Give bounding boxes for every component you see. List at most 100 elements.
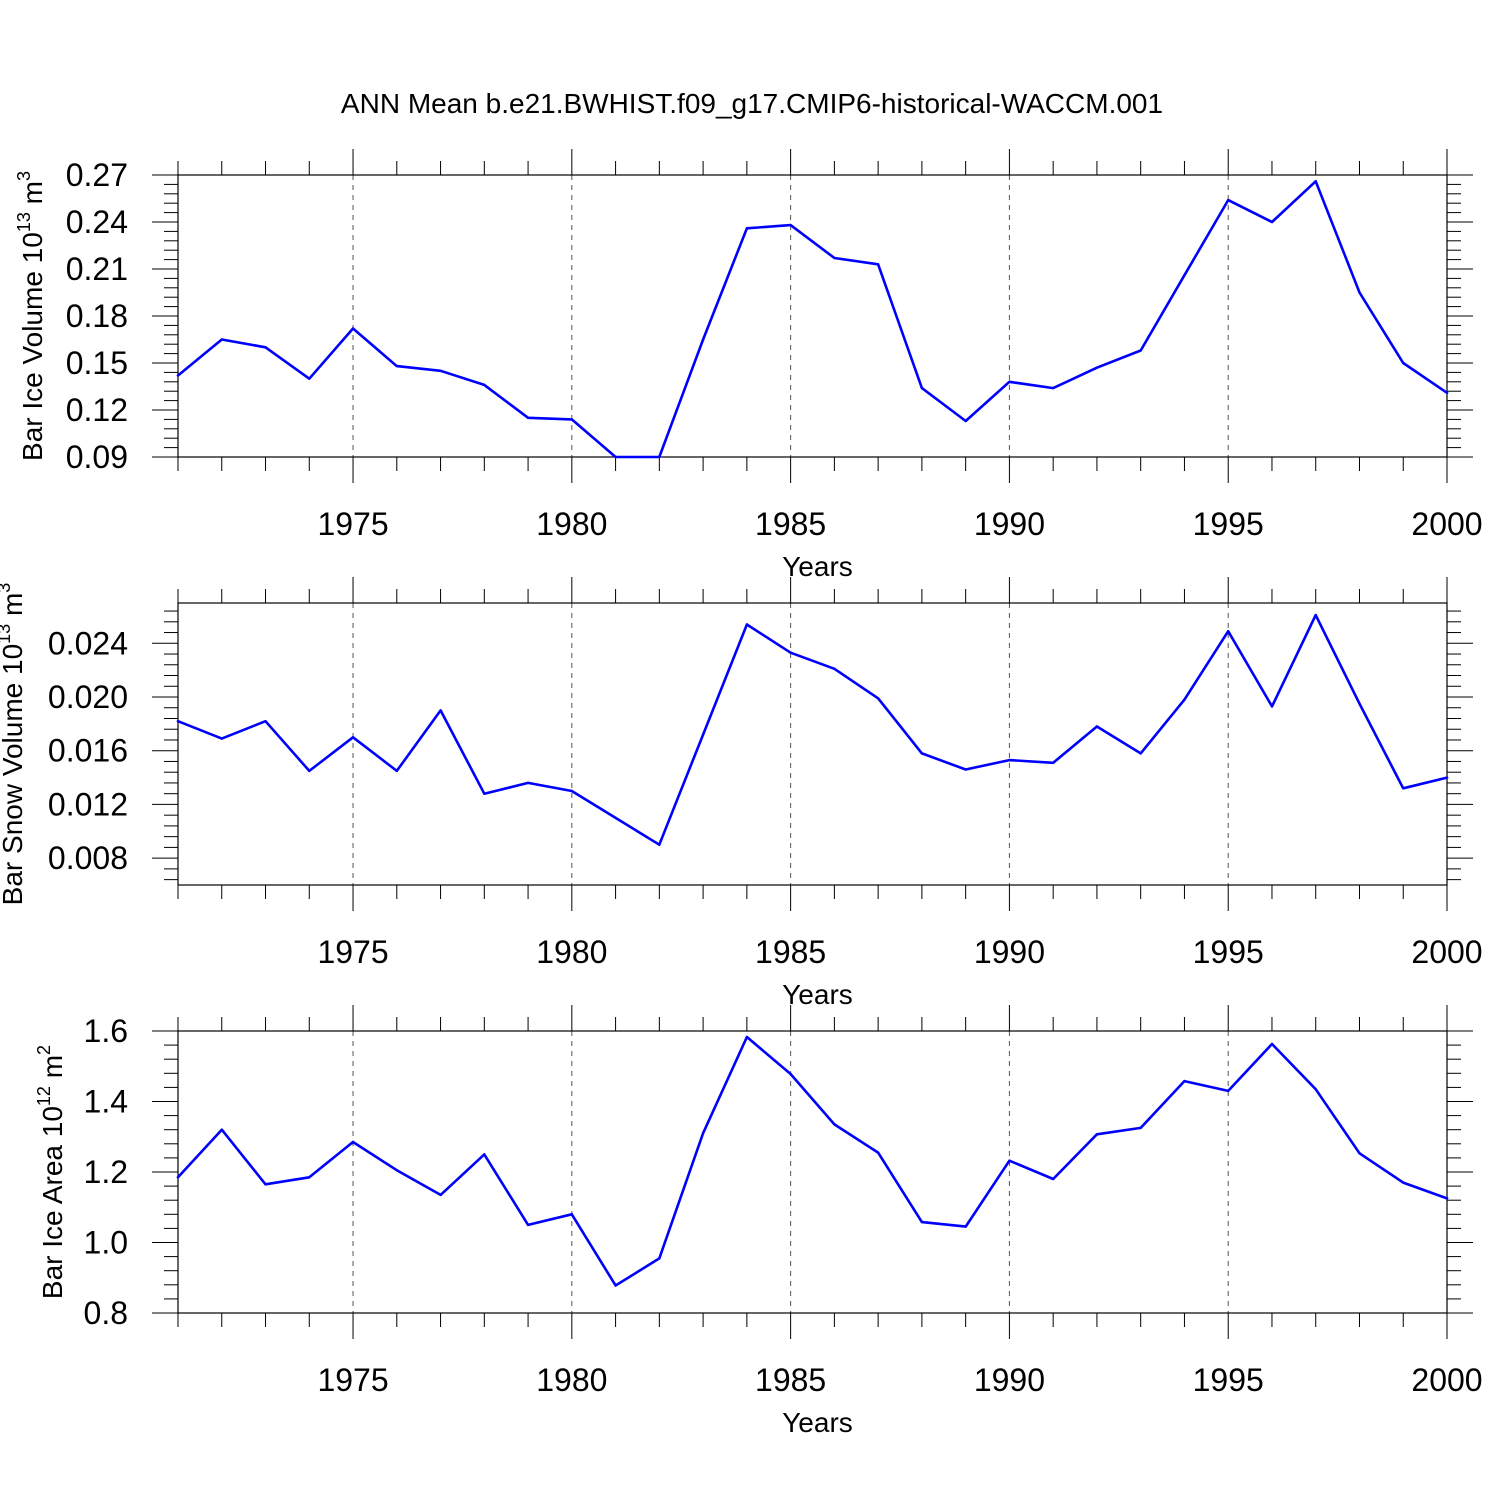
data-point [789, 223, 792, 227]
data-point [920, 386, 924, 390]
data-point [526, 1223, 530, 1227]
y-tick-label: 0.016 [48, 733, 128, 769]
x-tick-label: 1985 [755, 934, 826, 970]
data-point [483, 792, 486, 795]
data-point [1270, 220, 1274, 224]
data-point [1052, 1177, 1055, 1181]
data-point [789, 1072, 792, 1076]
data-point [439, 369, 442, 372]
y-tick-label: 1.2 [84, 1154, 128, 1190]
plot-frame [177, 174, 1448, 458]
x-tick-label: 2000 [1411, 506, 1482, 542]
y-tick-label: 0.012 [48, 786, 128, 822]
data-point [264, 720, 267, 723]
x-tick-label: 1995 [1193, 1362, 1264, 1398]
y-axis-label-exponent: 13 [0, 624, 14, 644]
data-point [483, 1153, 486, 1156]
x-tick-label: 1980 [536, 1362, 607, 1398]
x-tick-label: 1990 [974, 506, 1045, 542]
data-point [1008, 380, 1011, 383]
data-point [1095, 725, 1099, 728]
data-point [264, 346, 267, 349]
data-point [308, 769, 311, 773]
data-point [745, 227, 749, 230]
x-tick-label: 1990 [974, 1362, 1045, 1398]
y-axis-label-exponent: 13 [14, 212, 34, 232]
x-tick-label: 2000 [1411, 1362, 1482, 1398]
data-point [351, 736, 355, 739]
data-point [701, 1132, 705, 1135]
data-point [220, 338, 223, 341]
data-point [833, 1123, 836, 1126]
data-point [1008, 758, 1011, 762]
data-point [658, 455, 661, 459]
data-point [745, 1035, 749, 1039]
data-point [1227, 630, 1230, 633]
data-point [220, 737, 223, 740]
y-axis-label-unit-exponent: 3 [0, 583, 14, 593]
panels: 1975 1980 1985 1990 1995 2000 Years 0.09 0.12 0.1… [0, 149, 1483, 1438]
y-tick-label: 0.020 [48, 679, 128, 715]
x-tick-label: 1975 [317, 1362, 388, 1398]
y-axis-label-exponent: 12 [34, 1086, 54, 1106]
data-point [1052, 386, 1055, 390]
x-axis-label: Years [782, 979, 853, 1010]
x-axis-label: Years [782, 551, 853, 582]
data-point [1270, 1042, 1274, 1046]
y-axis-label-main: Bar Ice Volume 10 [17, 232, 48, 461]
y-tick-label: 0.024 [48, 625, 128, 661]
data-point [1227, 1089, 1230, 1093]
y-tick-label: 0.18 [66, 298, 128, 334]
y-tick-label: 0.12 [66, 392, 128, 428]
data-point [1314, 613, 1317, 617]
x-axis-label: Years [782, 1407, 853, 1438]
panel-2: 1975 1980 1985 1990 1995 2000 Years 0.008 0.012 0… [0, 577, 1483, 1010]
data-point [1314, 180, 1317, 183]
figure-title: ANN Mean b.e21.BWHIST.f09_g17.CMIP6-hist… [341, 88, 1163, 119]
data-point [176, 1176, 180, 1179]
data-point [1183, 274, 1186, 277]
y-tick-label: 0.15 [66, 345, 128, 381]
data-point [920, 752, 924, 755]
data-point [920, 1220, 924, 1224]
y-tick-label: 1.6 [84, 1013, 128, 1049]
data-point [658, 1257, 661, 1260]
series-line [176, 180, 1449, 459]
y-axis-label-unit-exponent: 2 [34, 1045, 54, 1055]
data-point [789, 651, 792, 654]
x-tick-label: 1975 [317, 934, 388, 970]
x-tick-label: 2000 [1411, 934, 1482, 970]
data-point [570, 418, 573, 421]
data-point [1095, 1133, 1099, 1136]
data-point [1402, 361, 1405, 365]
data-point [1358, 291, 1361, 294]
x-tick-label: 1985 [755, 506, 826, 542]
x-tick-label: 1980 [536, 934, 607, 970]
data-point [876, 697, 880, 700]
series-line [176, 1035, 1449, 1287]
x-tick-label: 1995 [1193, 506, 1264, 542]
data-point [220, 1128, 223, 1131]
data-point [833, 667, 836, 670]
data-point [526, 416, 530, 419]
data-point [395, 1169, 398, 1172]
data-point [701, 338, 705, 341]
data-point [176, 720, 180, 723]
data-point [176, 374, 180, 377]
data-point [395, 364, 398, 368]
data-point [1445, 776, 1449, 779]
y-axis-label: Bar Snow Volume 1013 m3 [0, 583, 28, 906]
data-point [964, 419, 967, 423]
y-axis-label-unit-exponent: 3 [14, 171, 34, 181]
data-point [701, 733, 705, 736]
data-point [351, 327, 355, 330]
data-point [964, 768, 967, 771]
data-point [1183, 698, 1186, 701]
panel-3: 1975 1980 1985 1990 1995 2000 Years 0.8 1.0 1.2 1.… [34, 1005, 1483, 1438]
data-point [1358, 1152, 1361, 1155]
data-point [1402, 1181, 1405, 1184]
data-point [570, 1213, 573, 1216]
y-axis-label: Bar Ice Area 1012 m2 [34, 1045, 68, 1299]
